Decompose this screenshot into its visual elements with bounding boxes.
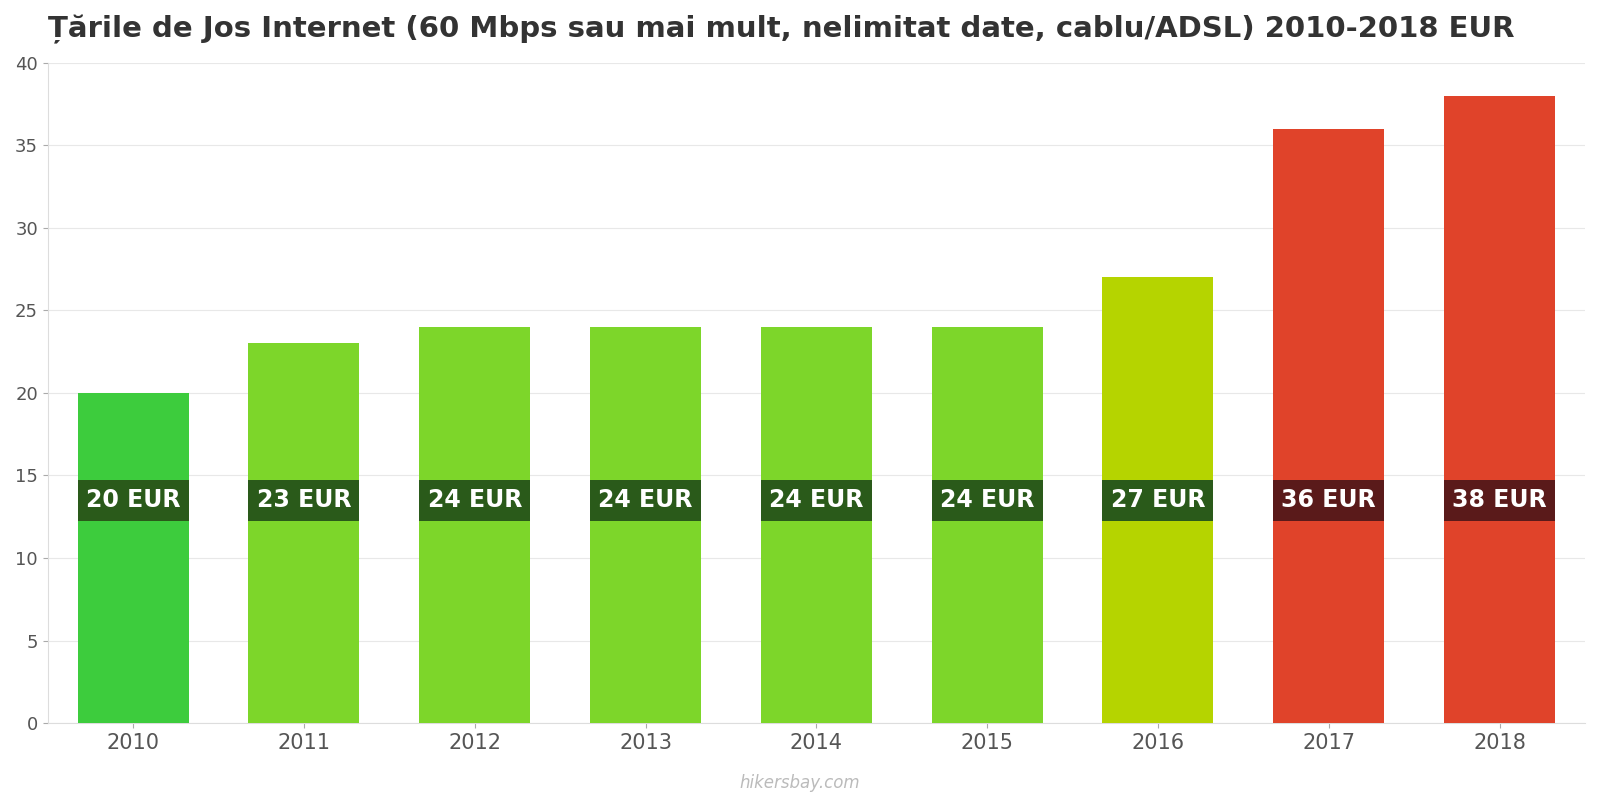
- Text: 36 EUR: 36 EUR: [1282, 488, 1376, 512]
- Text: 24 EUR: 24 EUR: [598, 488, 693, 512]
- Text: 20 EUR: 20 EUR: [86, 488, 181, 512]
- Text: 24 EUR: 24 EUR: [427, 488, 522, 512]
- Bar: [78, 393, 189, 723]
- Bar: [762, 327, 872, 723]
- Text: 27 EUR: 27 EUR: [1110, 488, 1205, 512]
- Bar: [1274, 129, 1384, 723]
- Text: 23 EUR: 23 EUR: [256, 488, 350, 512]
- Bar: [590, 327, 701, 723]
- Bar: [419, 327, 530, 723]
- Bar: [931, 327, 1043, 723]
- Bar: [1102, 278, 1213, 723]
- Text: hikersbay.com: hikersbay.com: [739, 774, 861, 792]
- Bar: [1445, 95, 1555, 723]
- Text: 24 EUR: 24 EUR: [770, 488, 864, 512]
- Text: 38 EUR: 38 EUR: [1453, 488, 1547, 512]
- Text: Țările de Jos Internet (60 Mbps sau mai mult, nelimitat date, cablu/ADSL) 2010-2: Țările de Jos Internet (60 Mbps sau mai …: [48, 15, 1514, 44]
- Text: 24 EUR: 24 EUR: [939, 488, 1034, 512]
- Bar: [248, 343, 360, 723]
